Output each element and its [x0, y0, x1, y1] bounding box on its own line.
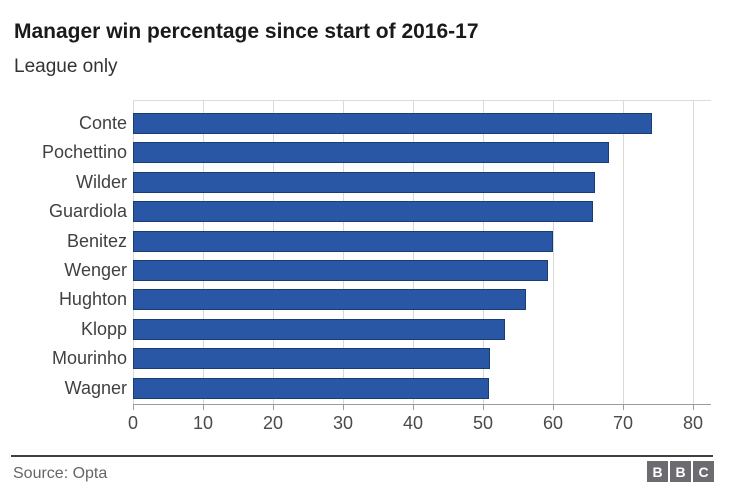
- bbc-logo-letter: B: [647, 461, 668, 482]
- x-tick-label: 0: [127, 413, 138, 433]
- bar-guardiola: [133, 201, 593, 223]
- page-title: Manager win percentage since start of 20…: [14, 20, 479, 43]
- gridline-70: [623, 101, 624, 404]
- tick-mark-0: [133, 405, 134, 410]
- gridline-80: [693, 101, 694, 404]
- category-label: Wagner: [64, 377, 127, 398]
- gridline-0: [133, 101, 134, 404]
- x-tick-label: 30: [332, 413, 354, 433]
- x-tick-label: 10: [192, 413, 214, 433]
- bar-hughton: [133, 289, 526, 311]
- bbc-logo-letter: B: [670, 461, 691, 482]
- x-tick-label: 40: [402, 413, 424, 433]
- category-label: Wenger: [64, 260, 127, 280]
- category-label: Pochettino: [41, 142, 127, 163]
- tick-mark-10: [203, 405, 204, 410]
- tick-mark-50: [483, 405, 484, 410]
- bar-conte: [133, 113, 652, 134]
- plot-area: [133, 100, 711, 405]
- gridline-10: [203, 101, 204, 404]
- bar-benitez: [133, 230, 553, 252]
- category-label: Klopp: [80, 318, 127, 339]
- bar-wagner: [133, 377, 489, 399]
- tick-mark-80: [693, 405, 694, 410]
- category-label: Mourinho: [51, 348, 127, 369]
- tick-mark-70: [623, 405, 624, 410]
- x-tick-label: 50: [472, 413, 494, 433]
- bar-wilder: [133, 171, 595, 193]
- tick-mark-60: [553, 405, 554, 410]
- x-tick-label: 70: [612, 413, 634, 433]
- gridline-40: [413, 101, 414, 404]
- bar-klopp: [133, 318, 505, 340]
- gridline-60: [553, 101, 554, 404]
- category-label: Hughton: [58, 289, 127, 310]
- bar-pochettino: [133, 142, 609, 164]
- category-label: Conte: [78, 113, 127, 133]
- bbc-logo-letter: C: [693, 461, 714, 482]
- footer-divider: [11, 455, 713, 457]
- tick-mark-20: [273, 405, 274, 410]
- category-label: Wilder: [75, 171, 127, 192]
- bar-wenger: [133, 260, 548, 281]
- source-text: Source: Opta: [13, 465, 108, 482]
- x-tick-label: 60: [542, 413, 564, 433]
- tick-mark-30: [343, 405, 344, 410]
- bar-mourinho: [133, 348, 490, 370]
- x-tick-label: 20: [262, 413, 284, 433]
- category-label: Benitez: [66, 230, 127, 251]
- category-label: Guardiola: [48, 201, 127, 222]
- gridline-20: [273, 101, 274, 404]
- gridline-30: [343, 101, 344, 404]
- tick-mark-40: [413, 405, 414, 410]
- x-tick-label: 80: [682, 413, 704, 433]
- gridline-50: [483, 101, 484, 404]
- bar-chart: 0 10 20 30 40 50 60 70 80 Conte Pochettino Wilder G…: [0, 100, 730, 445]
- chart-subtitle: League only: [14, 56, 118, 77]
